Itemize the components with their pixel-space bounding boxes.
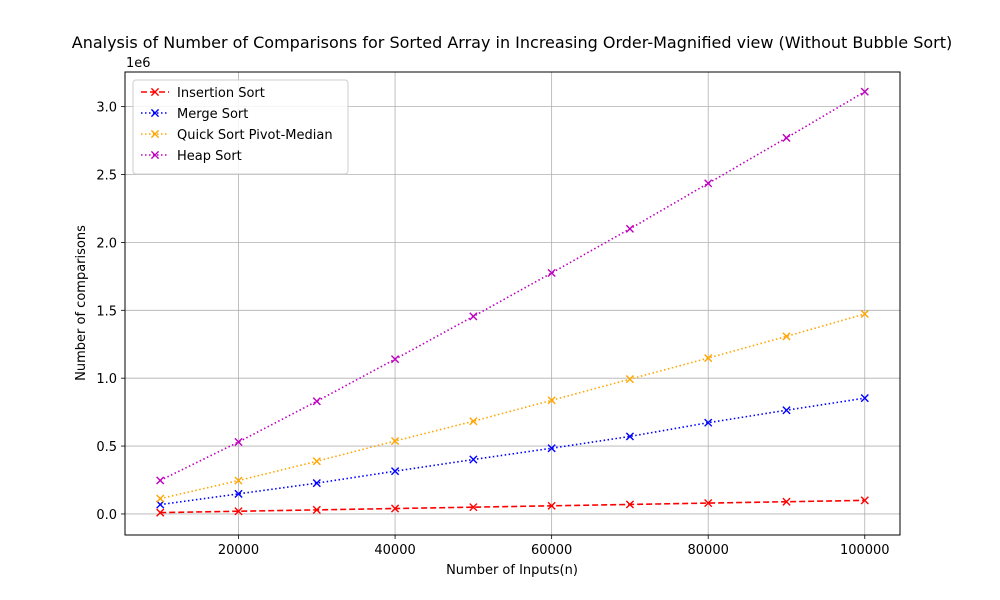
data-point-quick-sort-pivot-median	[156, 494, 165, 503]
x-tick-label: 20000	[218, 543, 259, 558]
data-point-merge-sort	[860, 394, 869, 403]
x-tick-label: 40000	[374, 543, 415, 558]
series-merge-sort	[156, 394, 869, 509]
x-axis-ticks: 20000 40000 60000 80000 100000	[218, 535, 890, 558]
y-axis-label: Number of comparisons	[74, 225, 89, 381]
data-point-quick-sort-pivot-median	[234, 476, 243, 485]
y-tick-label: 0.5	[96, 440, 117, 455]
x-axis-label: Number of Inputs(n)	[446, 563, 578, 578]
legend-entry-quick-sort-pivot-median: Quick Sort Pivot-Median	[141, 128, 333, 143]
data-point-heap-sort	[625, 224, 635, 233]
series-layer	[156, 87, 869, 517]
legend-marker	[150, 87, 160, 97]
y-tick-label: 2.0	[96, 236, 117, 251]
x-tick-label: 80000	[688, 543, 729, 558]
grid-lines	[125, 72, 900, 535]
x-tick-label: 60000	[531, 543, 572, 558]
data-point-heap-sort	[704, 179, 713, 188]
data-point-insertion-sort	[469, 503, 478, 512]
data-point-insertion-sort	[312, 505, 321, 514]
legend-label: Merge Sort	[177, 107, 248, 122]
y-offset-label: 1e6	[126, 56, 151, 71]
data-point-merge-sort	[547, 444, 556, 453]
legend-entry-heap-sort: Heap Sort	[141, 149, 242, 164]
series-insertion-sort	[156, 496, 869, 517]
data-point-merge-sort	[390, 467, 400, 476]
data-point-quick-sort-pivot-median	[312, 457, 321, 466]
data-point-heap-sort	[312, 397, 321, 406]
data-point-quick-sort-pivot-median	[860, 309, 869, 319]
plot-frame	[124, 71, 901, 536]
y-axis-ticks: 0.0 0.5 1.0 1.5 2.0 2.5 3.0	[96, 101, 125, 523]
legend-marker	[150, 108, 160, 118]
x-tick-label: 100000	[840, 543, 890, 558]
series-line-heap-sort	[159, 91, 866, 482]
data-point-merge-sort	[782, 406, 791, 415]
data-point-merge-sort	[625, 432, 635, 441]
y-tick-label: 1.5	[96, 304, 117, 319]
data-point-insertion-sort	[704, 498, 713, 508]
series-line-quick-sort-pivot-median	[160, 313, 865, 500]
data-point-heap-sort	[547, 268, 556, 278]
y-tick-label: 2.5	[96, 169, 117, 184]
data-point-quick-sort-pivot-median	[469, 417, 478, 426]
data-point-insertion-sort	[625, 500, 635, 509]
data-point-heap-sort	[860, 87, 869, 96]
data-point-heap-sort	[390, 355, 400, 364]
data-point-insertion-sort	[860, 496, 869, 505]
data-point-merge-sort	[704, 418, 713, 427]
legend-marker	[150, 150, 160, 160]
data-point-merge-sort	[312, 479, 321, 488]
data-point-quick-sort-pivot-median	[704, 353, 713, 363]
data-point-quick-sort-pivot-median	[390, 436, 400, 446]
data-point-heap-sort	[469, 312, 478, 321]
series-quick-sort-pivot-median	[156, 309, 869, 503]
data-point-heap-sort	[156, 476, 165, 485]
legend: Insertion Sort Merge Sort Quick Sort Pivot…	[132, 79, 349, 175]
data-point-merge-sort	[469, 455, 478, 464]
y-tick-label: 0.0	[96, 508, 117, 523]
data-point-insertion-sort	[390, 504, 400, 513]
data-point-insertion-sort	[156, 508, 165, 517]
data-point-quick-sort-pivot-median	[625, 375, 635, 384]
y-tick-label: 1.0	[96, 372, 117, 387]
data-point-insertion-sort	[547, 501, 556, 510]
legend-box	[132, 79, 349, 175]
legend-label: Heap Sort	[177, 149, 242, 164]
data-point-quick-sort-pivot-median	[782, 332, 791, 341]
series-heap-sort	[156, 87, 869, 485]
data-point-insertion-sort	[782, 497, 791, 506]
legend-label: Insertion Sort	[177, 86, 265, 101]
y-tick-label: 3.0	[96, 101, 117, 116]
chart-title: Analysis of Number of Comparisons for So…	[72, 33, 952, 52]
data-point-quick-sort-pivot-median	[547, 396, 556, 405]
legend-entry-merge-sort: Merge Sort	[141, 107, 248, 122]
data-point-heap-sort	[234, 437, 243, 447]
legend-marker	[150, 129, 160, 139]
data-point-merge-sort	[234, 489, 243, 498]
data-point-merge-sort	[156, 500, 165, 509]
series-line-insertion-sort	[160, 499, 865, 514]
data-point-heap-sort	[782, 133, 791, 142]
data-point-insertion-sort	[234, 507, 243, 516]
legend-label: Quick Sort Pivot-Median	[177, 128, 333, 143]
legend-entry-insertion-sort: Insertion Sort	[141, 86, 265, 101]
